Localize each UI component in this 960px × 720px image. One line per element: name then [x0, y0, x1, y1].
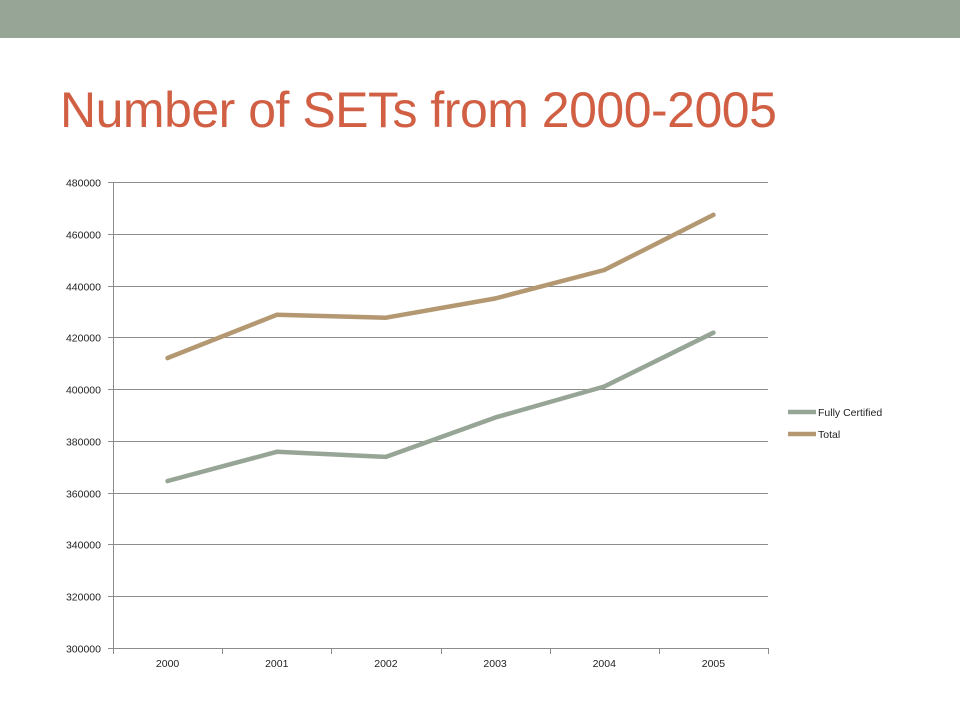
axes: 300000 320000 340000 360000 380000 400000 4200…	[66, 178, 769, 670]
legend-label-total: Total	[818, 429, 840, 441]
data-point-fully-certified-2004	[602, 384, 607, 389]
data-point-fully-certified-2002	[383, 454, 389, 460]
slide-title: Number of SETs from 2000-2005	[60, 82, 777, 138]
y-tick-label-360000: 360000	[66, 489, 101, 501]
x-tick-label-2005: 2005	[702, 658, 726, 670]
data-point-total-2005	[711, 212, 716, 218]
data-point-fully-certified-2005	[711, 330, 716, 335]
y-tick-label-400000: 400000	[66, 385, 101, 397]
y-tick-label-420000: 420000	[66, 333, 101, 345]
y-tick-label-460000: 460000	[66, 230, 101, 242]
data-point-total-2000	[165, 355, 170, 361]
gridlines	[113, 182, 768, 649]
x-tick-label-2004: 2004	[593, 658, 617, 670]
data-point-fully-certified-2003	[492, 415, 498, 420]
y-tick-label-300000: 300000	[66, 644, 101, 656]
data-point-total-2004	[602, 267, 607, 273]
x-tick-label-2003: 2003	[483, 658, 507, 670]
series-line-fully-certified	[165, 330, 716, 484]
top-accent-bar	[0, 0, 960, 38]
y-tick-label-380000: 380000	[66, 437, 101, 449]
data-point-total-2003	[492, 296, 498, 301]
data-point-total-2001	[274, 312, 279, 318]
series-line-total	[165, 212, 716, 361]
y-tick-label-340000: 340000	[66, 540, 101, 552]
y-tick-label-480000: 480000	[66, 178, 101, 190]
x-tick-label-2002: 2002	[374, 658, 398, 670]
legend-label-fully-certified: Fully Certified	[818, 407, 882, 419]
series-lines	[165, 212, 716, 484]
legend: Fully Certified Total	[788, 407, 882, 441]
data-point-fully-certified-2000	[165, 478, 170, 484]
y-tick-label-320000: 320000	[66, 592, 101, 604]
x-tick-label-2000: 2000	[156, 658, 180, 670]
x-tick-label-2001: 2001	[265, 658, 289, 670]
data-point-total-2002	[383, 315, 389, 320]
y-tick-label-440000: 440000	[66, 282, 101, 294]
data-point-fully-certified-2001	[274, 449, 279, 454]
